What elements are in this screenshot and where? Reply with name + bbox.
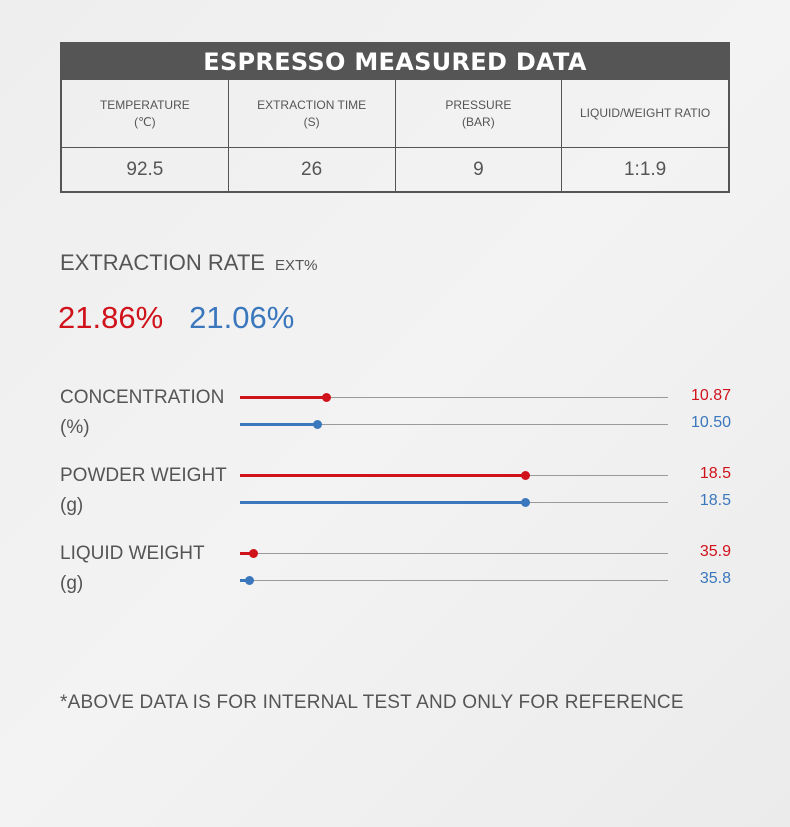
bar-track-red: [240, 549, 668, 558]
bar-track-blue: [240, 498, 668, 507]
bar-marker-blue: [313, 420, 322, 429]
bar-marker-red: [322, 393, 331, 402]
bar-marker-blue: [521, 498, 530, 507]
metric-name: CONCENTRATION: [60, 387, 225, 408]
table-header-row: TEMPERATURE (℃) EXTRACTION TIME (S) PRES…: [62, 80, 728, 147]
metric-name: LIQUID WEIGHT: [60, 543, 205, 564]
bar-track-red: [240, 393, 668, 402]
metric-label-0: CONCENTRATION (%): [60, 383, 224, 443]
bar-marker-red: [249, 549, 258, 558]
measured-data-table: ESPRESSO MEASURED DATA TEMPERATURE (℃) E…: [60, 42, 730, 193]
extraction-rate-heading: EXTRACTION RATE EXT%: [60, 250, 317, 276]
metric-label-1: POWDER WEIGHT (g): [60, 461, 227, 521]
value-pressure: 9: [394, 148, 562, 191]
metric-unit: (%): [60, 417, 90, 438]
header-temperature: TEMPERATURE (℃): [99, 97, 190, 129]
metric-unit: (g): [60, 495, 84, 516]
header-liquid-weight-ratio: LIQUID/WEIGHT RATIO: [561, 80, 728, 147]
header-pressure: PRESSURE (BAR): [394, 80, 562, 147]
bar-value-red: 35.9: [699, 543, 731, 560]
value-temperature: 92.5: [126, 158, 164, 180]
table-value-row: 92.5 26 9 1:1.9: [62, 147, 728, 191]
bar-red: [240, 396, 326, 399]
header-extraction-time: EXTRACTION TIME (S): [227, 80, 395, 147]
extraction-rate-blue: 21.06%: [189, 300, 295, 335]
bar-track-blue: [240, 576, 668, 585]
bar-value-red: 10.87: [690, 387, 731, 404]
bar-marker-blue: [245, 576, 254, 585]
metric-name: POWDER WEIGHT: [60, 465, 227, 486]
bar-track-blue: [240, 420, 668, 429]
bar-blue: [240, 501, 525, 504]
table-title: ESPRESSO MEASURED DATA: [62, 44, 728, 80]
extraction-rate-values: 21.86% 21.06%: [58, 300, 294, 336]
bar-blue: [240, 579, 249, 582]
bar-red: [240, 552, 253, 555]
value-extraction-time: 26: [227, 148, 395, 191]
bar-blue: [240, 423, 317, 426]
bar-red: [240, 474, 525, 477]
extraction-rate-unit: EXT%: [274, 257, 318, 274]
bar-marker-red: [521, 471, 530, 480]
bar-value-blue: 18.5: [699, 492, 731, 509]
footnote: *ABOVE DATA IS FOR INTERNAL TEST AND ONL…: [60, 692, 684, 713]
bar-track-red: [240, 471, 668, 480]
extraction-rate-title: EXTRACTION RATE: [60, 250, 265, 275]
metric-unit: (g): [60, 573, 84, 594]
extraction-rate-red: 21.86%: [58, 300, 164, 335]
value-liquid-weight-ratio: 1:1.9: [561, 148, 728, 191]
metric-label-2: LIQUID WEIGHT (g): [60, 539, 205, 599]
bar-value-red: 18.5: [699, 465, 731, 482]
bar-value-blue: 35.8: [699, 570, 731, 587]
bar-value-blue: 10.50: [690, 414, 731, 431]
